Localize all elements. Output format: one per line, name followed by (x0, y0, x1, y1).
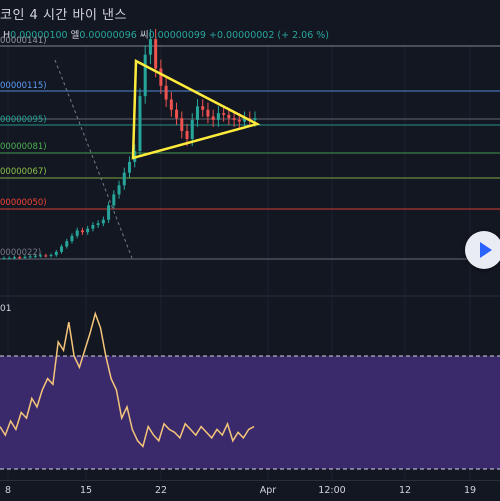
rsi-band (0, 356, 500, 469)
candle-body (60, 246, 64, 252)
ohlc-high-label: H (3, 30, 11, 41)
candle-body (7, 258, 11, 260)
ohlc-change: +0.00000002 (+ 2.06 %) (209, 30, 330, 41)
candle-body (195, 106, 199, 120)
ohlc-close-value: 0.00000099 (148, 30, 206, 41)
candle-body (28, 256, 32, 258)
candle-body (96, 223, 100, 226)
x-tick: 12 (398, 485, 412, 496)
ohlc-readout: H0.00000100 엘0.00000096 씨0.00000099 +0.0… (3, 27, 329, 41)
candle-body (128, 161, 131, 173)
candle-body (122, 172, 126, 186)
rsi-line (0, 311, 255, 448)
chart-header: 코인 4 시간 바이 낸스 H0.00000100 엘0.00000096 씨0… (0, 0, 500, 45)
candle-body (138, 96, 142, 151)
candle-body (112, 194, 116, 206)
time-axis: 8 15 22 Apr 12:00 12 19 (0, 480, 500, 501)
chart-title: 코인 4 시간 바이 낸스 (0, 8, 127, 23)
level-label-022: 0000022) (0, 248, 42, 258)
candle-body (91, 225, 95, 229)
level-label-067: 00000067) (0, 167, 47, 177)
candle-body (12, 257, 16, 259)
candle-body (65, 241, 69, 247)
candle-body (18, 257, 22, 259)
candle-body (33, 255, 37, 257)
candle-body (2, 258, 6, 260)
x-tick: Apr (259, 485, 277, 496)
candle-body (44, 255, 48, 257)
candle-body (148, 39, 152, 55)
ohlc-low-label: 엘 (70, 30, 80, 41)
level-label-115: 00000115) (0, 81, 47, 91)
candle-body (80, 230, 84, 233)
candle-body (143, 54, 147, 97)
candle-body (206, 109, 210, 117)
play-icon (480, 242, 492, 258)
candle-body (54, 251, 58, 256)
level-label-050: 00000050) (0, 198, 47, 208)
candle-body (232, 118, 236, 120)
candle-body (117, 185, 121, 195)
play-button[interactable] (465, 231, 500, 269)
candle-body (101, 219, 105, 224)
x-tick: 15 (79, 485, 93, 496)
candle-body (39, 255, 43, 257)
ohlc-close-label: 씨 (139, 30, 149, 41)
candle-body (227, 114, 231, 119)
candle-body (185, 131, 189, 139)
candle-body (201, 106, 205, 110)
candle-body (216, 113, 220, 120)
candle-body (86, 228, 90, 233)
level-label-081: 00000081) (0, 142, 47, 152)
candle-body (175, 109, 179, 119)
x-tick: 12:00 (318, 485, 346, 496)
rsi-indicator-label: 01 (0, 304, 12, 314)
x-tick: 19 (463, 485, 477, 496)
candle-body (75, 230, 79, 236)
candle-body (70, 235, 74, 242)
candle-body (237, 119, 241, 122)
ohlc-high-value: 0.00000100 (10, 30, 68, 41)
candle-body (49, 255, 53, 257)
candle-body (23, 256, 27, 258)
x-tick: 22 (154, 485, 168, 496)
candle-body (154, 39, 158, 69)
candle-body (107, 205, 111, 220)
candle-body (243, 118, 247, 122)
candle-body (164, 85, 168, 100)
candle-body (190, 119, 194, 139)
candle-body (222, 113, 226, 115)
candle-body (169, 99, 173, 110)
level-label-141: 00000141) (0, 36, 47, 46)
level-label-095: 00000095) (0, 115, 47, 125)
candle-body (159, 68, 163, 86)
candle-body (180, 118, 184, 131)
candle-body (211, 116, 215, 120)
symmetrical-triangle (131, 58, 261, 160)
candle-body (253, 118, 257, 120)
x-tick: 8 (4, 485, 12, 496)
ohlc-low-value: 0.00000096 (79, 30, 137, 41)
